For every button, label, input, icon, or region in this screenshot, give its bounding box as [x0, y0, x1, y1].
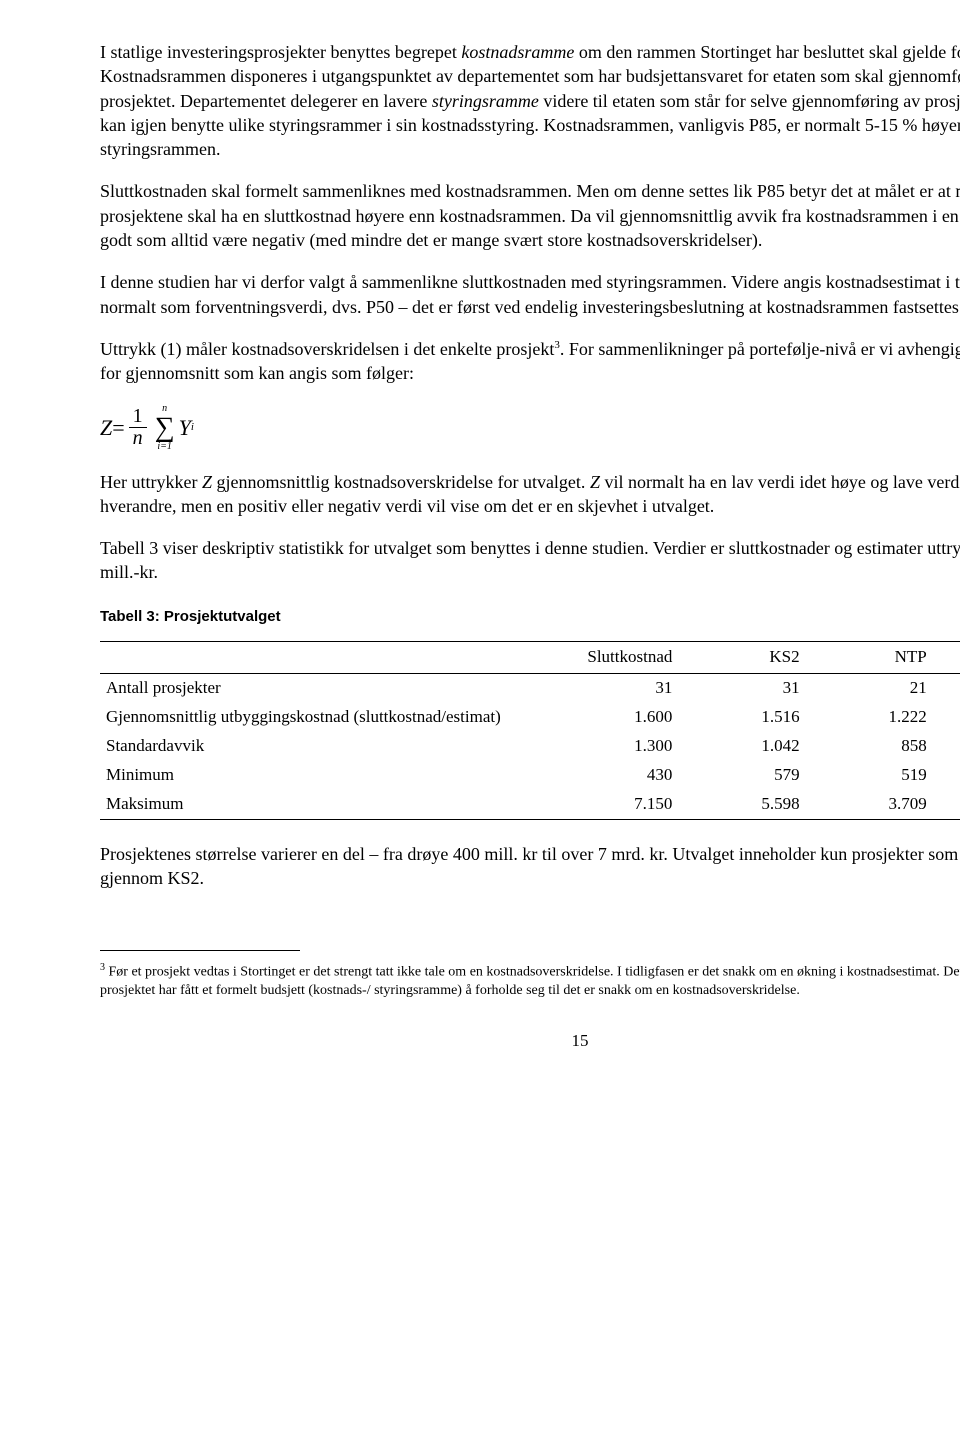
row-label: Maksimum [100, 790, 551, 819]
equation-body: Z = 1 n n ∑ i=1 Yi [100, 404, 194, 452]
cell: 858 [806, 732, 933, 761]
cell: 4.238 [933, 790, 960, 819]
paragraph-1: I statlige investeringsprosjekter benytt… [100, 40, 960, 161]
eq-Y-sub: i [191, 420, 194, 435]
eq-sum: n ∑ i=1 [155, 404, 175, 452]
term-styringsramme: styringsramme [432, 91, 539, 111]
eq-frac-num: 1 [129, 406, 147, 428]
cell: 370 [933, 761, 960, 790]
row-label: Minimum [100, 761, 551, 790]
var-Z: Z [590, 472, 600, 492]
cell: 3.709 [806, 790, 933, 819]
cell: 31 [678, 673, 805, 702]
table-caption: Tabell 3: Prosjektutvalget [100, 607, 960, 627]
cell: 579 [678, 761, 805, 790]
table-header-row: Sluttkostnad KS2 NTP Første omtale [100, 642, 960, 674]
cell: 1.300 [551, 732, 678, 761]
footnote-3: 3 Før et prosjekt vedtas i Stortinget er… [100, 961, 960, 1000]
cell: 31 [551, 673, 678, 702]
eq-frac-den: n [129, 428, 147, 449]
table-row: Gjennomsnittlig utbyggingskostnad (slutt… [100, 703, 960, 732]
cell: 430 [551, 761, 678, 790]
eq-sigma: ∑ [155, 414, 175, 442]
equation-2: Z = 1 n n ∑ i=1 Yi (2) [100, 404, 960, 452]
paragraph-2: Sluttkostnaden skal formelt sammenliknes… [100, 179, 960, 252]
cell: 21 [806, 673, 933, 702]
term-kostnadsramme: kostnadsramme [461, 42, 574, 62]
cell: 1.222 [806, 703, 933, 732]
eq-sum-bot: i=1 [157, 442, 172, 452]
cell: 1.042 [678, 732, 805, 761]
cell: 5.598 [678, 790, 805, 819]
text: I statlige investeringsprosjekter benytt… [100, 42, 461, 62]
paragraph-3: I denne studien har vi derfor valgt å sa… [100, 270, 960, 319]
paragraph-6: Tabell 3 viser deskriptiv statistikk for… [100, 536, 960, 585]
table-row: Antall prosjekter 31 31 21 15 [100, 673, 960, 702]
cell: 7.150 [551, 790, 678, 819]
eq-fraction: 1 n [129, 406, 147, 449]
paragraph-4: Uttrykk (1) måler kostnadsoverskridelsen… [100, 337, 960, 386]
col-header-forste-omtale: Første omtale [933, 642, 960, 674]
cell: 1.600 [551, 703, 678, 732]
cell: 1.516 [678, 703, 805, 732]
text: Uttrykk (1) måler kostnadsoverskridelsen… [100, 339, 554, 359]
cell: 519 [806, 761, 933, 790]
footnote-separator [100, 950, 300, 951]
eq-Y: Y [179, 413, 191, 443]
text: Her uttrykker [100, 472, 202, 492]
text: gjennomsnittlig kostnadsoverskridelse fo… [212, 472, 590, 492]
cell: 15 [933, 673, 960, 702]
cell: 1.093 [933, 703, 960, 732]
row-label: Gjennomsnittlig utbyggingskostnad (slutt… [100, 703, 551, 732]
col-header-sluttkostnad: Sluttkostnad [551, 642, 678, 674]
paragraph-7: Prosjektenes størrelse varierer en del –… [100, 842, 960, 891]
col-header-ntp: NTP [806, 642, 933, 674]
table-row: Minimum 430 579 519 370 [100, 761, 960, 790]
eq-equals: = [112, 413, 124, 443]
footnote-text: Før et prosjekt vedtas i Stortinget er d… [100, 965, 960, 998]
col-header-ks2: KS2 [678, 642, 805, 674]
page-number: 15 [100, 1030, 960, 1053]
col-header-label [100, 642, 551, 674]
var-Z: Z [202, 472, 212, 492]
paragraph-5: Her uttrykker Z gjennomsnittlig kostnads… [100, 470, 960, 519]
eq-Z: Z [100, 413, 112, 443]
table-row: Standardavvik 1.300 1.042 858 879 [100, 732, 960, 761]
table-row: Maksimum 7.150 5.598 3.709 4.238 [100, 790, 960, 819]
table-3: Sluttkostnad KS2 NTP Første omtale Antal… [100, 641, 960, 820]
row-label: Antall prosjekter [100, 673, 551, 702]
cell: 879 [933, 732, 960, 761]
row-label: Standardavvik [100, 732, 551, 761]
